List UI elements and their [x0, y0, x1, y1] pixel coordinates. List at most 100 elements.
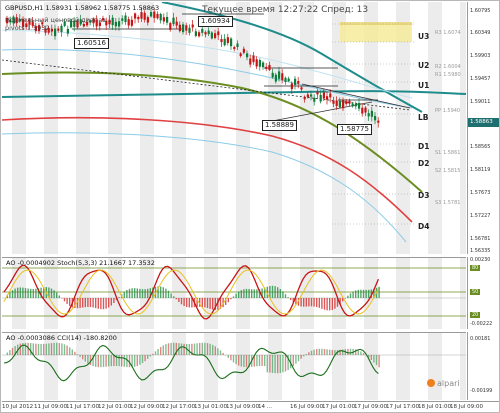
ao-bar: [355, 349, 357, 355]
ao-bar: [167, 290, 170, 298]
ao-bar: [102, 298, 105, 310]
candle-body: [230, 38, 233, 47]
ao-bar: [238, 291, 240, 298]
ao-bar: [347, 295, 349, 298]
time-tick: 18 Jul 09:00: [450, 404, 483, 410]
pivot-label-u3: U3: [418, 32, 430, 41]
candle-body: [137, 16, 140, 20]
ao-bar: [258, 289, 261, 298]
candle-body: [98, 22, 101, 27]
ao-bar: [323, 298, 326, 310]
session-band: [236, 2, 250, 254]
ao-bar: [102, 355, 105, 368]
indicator-name-1: Нормальный ценовой диапаз...: [5, 16, 112, 24]
ao-bar: [214, 346, 216, 355]
ao-bar: [123, 291, 125, 298]
ao-bar: [19, 287, 21, 298]
ao-bar: [295, 298, 297, 305]
stochastic-pane[interactable]: AO -0.0004902 Stoch(5,3,3) 21.1667 17.35…: [2, 257, 466, 329]
time-axis[interactable]: 10 Jul 2012 11 Jul 09:00 11 Jul 17:00 12…: [2, 401, 499, 412]
ao-bar: [139, 355, 141, 365]
ao-histogram: [6, 285, 380, 311]
ao-bar: [256, 289, 258, 298]
ao-bar: [175, 298, 177, 300]
stochastic-scale[interactable]: 0.00230 80 50 20 -0.00222: [467, 257, 499, 329]
ao-bar: [292, 298, 294, 303]
candle-body: [214, 33, 217, 38]
candle-body: [265, 66, 268, 69]
time-tick: 10 Jul 2012: [2, 404, 34, 410]
session-band: [332, 258, 346, 329]
ao-bar: [300, 355, 302, 359]
ao-bar: [82, 298, 84, 308]
ao-bar: [316, 349, 318, 355]
ao-bar: [303, 355, 305, 357]
ao-bar: [178, 298, 180, 303]
session-band: [428, 333, 442, 400]
ao-bar: [123, 355, 125, 367]
ao-bar: [248, 355, 250, 368]
ao-bar: [100, 298, 102, 310]
candle-body: [108, 19, 111, 25]
session-band: [204, 2, 218, 254]
candle-body: [297, 80, 300, 84]
scale-tick: -0.00222: [470, 321, 493, 327]
ao-bar: [173, 296, 175, 298]
ao-bar: [355, 290, 357, 298]
ao-bar: [121, 355, 123, 367]
ao-bar: [63, 298, 66, 302]
cci-scale[interactable]: 0.00181 -0.00199: [467, 332, 499, 400]
candle-body: [255, 59, 258, 67]
scale-tick: 50: [470, 289, 481, 295]
ao-bar: [105, 298, 107, 309]
cci-pane[interactable]: AO -0.0003086 CCI(14) -180.8200: [2, 332, 466, 400]
ao-bar: [128, 355, 131, 368]
candle-body: [130, 19, 133, 26]
candle-body: [207, 30, 210, 35]
candle-body: [12, 16, 15, 24]
price-tick: 1.60349: [470, 30, 491, 36]
ao-bar: [24, 342, 27, 355]
ao-bar: [308, 352, 310, 355]
session-band: [108, 333, 122, 400]
candle-body: [246, 53, 249, 58]
ao-bar: [152, 353, 154, 355]
ao-bar: [365, 289, 367, 298]
ao-bar: [180, 298, 183, 305]
ao-bar: [35, 288, 37, 298]
candle-body: [217, 31, 220, 36]
session-band: [172, 2, 186, 254]
ao-bar: [279, 355, 281, 374]
cci-line: [3, 344, 379, 382]
ao-bar: [326, 298, 328, 311]
price-chart-pane[interactable]: GBPUSD,H1 1.58931 1.58962 1.58775 1.5886…: [2, 2, 466, 254]
ao-bar: [79, 298, 81, 308]
candle-body: [300, 87, 303, 90]
candle-body: [345, 101, 348, 104]
pivot-label-lb: LB: [418, 113, 429, 122]
candle-body: [44, 28, 47, 33]
ao-bar: [222, 298, 224, 308]
box-label-2: 1.60934: [198, 16, 233, 27]
session-band: [460, 258, 466, 329]
pivot-side-r3: R3 1.6074: [435, 30, 461, 36]
ao-bar: [310, 350, 313, 355]
ao-bar: [157, 286, 159, 298]
ao-bar: [214, 298, 216, 310]
ao-bar: [305, 298, 307, 307]
ao-bar: [331, 349, 333, 355]
candle-body: [18, 19, 21, 22]
ao-bar: [154, 351, 157, 355]
candle-body: [204, 32, 207, 35]
candle-body: [201, 28, 204, 33]
price-scale[interactable]: 1.60795 1.60349 1.59903 1.59457 1.59011 …: [467, 2, 499, 254]
ao-bar: [152, 287, 154, 298]
ao-bar: [160, 286, 162, 298]
price-chart-svg: [2, 2, 466, 254]
ao-bar: [292, 355, 294, 367]
candle-body: [294, 78, 297, 86]
scale-tick: 0.00230: [470, 257, 491, 263]
ao-bar: [316, 298, 318, 308]
candle-body: [249, 58, 252, 65]
